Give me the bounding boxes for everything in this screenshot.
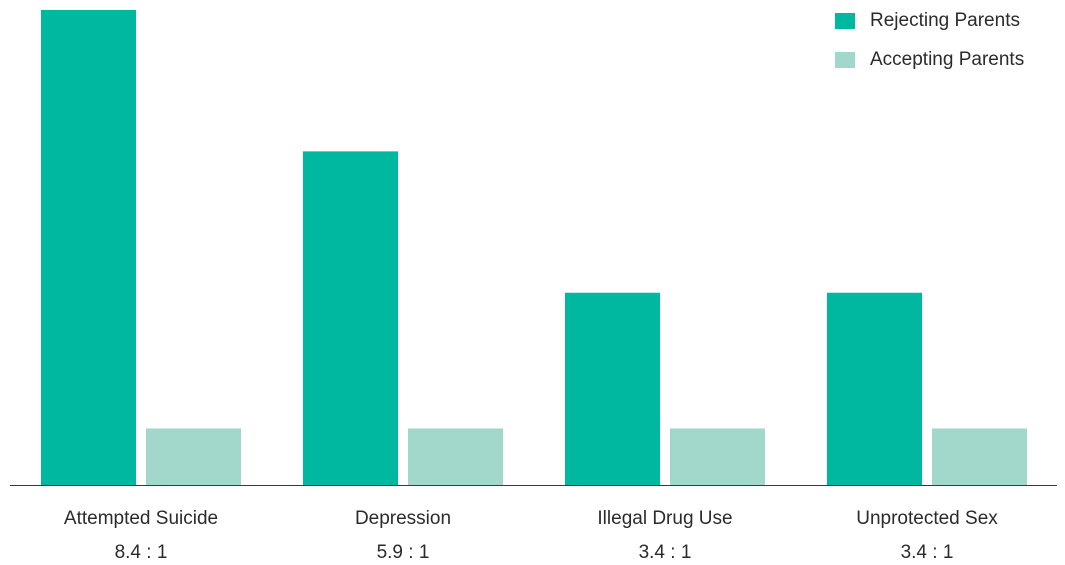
category-label: Illegal Drug Use [597, 508, 732, 529]
category-label: Depression [355, 508, 451, 529]
bar-rejecting-0 [41, 10, 136, 485]
category-label: Attempted Suicide [64, 508, 218, 529]
bar-rejecting-1 [303, 151, 398, 485]
bar-accepting-0 [146, 428, 241, 485]
ratio-label: 5.9 : 1 [377, 542, 430, 563]
bar-rejecting-3 [827, 292, 922, 485]
bar-accepting-3 [932, 428, 1027, 485]
ratio-label: 3.4 : 1 [639, 542, 692, 563]
ratio-label: 3.4 : 1 [901, 542, 954, 563]
legend-item-rejecting: Rejecting Parents [835, 10, 1024, 32]
category-label: Unprotected Sex [856, 508, 998, 529]
legend-item-accepting: Accepting Parents [835, 49, 1024, 71]
legend-swatch-rejecting [835, 13, 855, 29]
bar-accepting-1 [408, 428, 503, 485]
legend-label-rejecting: Rejecting Parents [870, 10, 1020, 31]
ratio-label: 8.4 : 1 [115, 542, 168, 563]
bar-rejecting-2 [565, 292, 660, 485]
legend-label-accepting: Accepting Parents [870, 49, 1025, 70]
bar-accepting-2 [670, 428, 765, 485]
legend: Rejecting Parents Accepting Parents [835, 10, 1024, 88]
legend-swatch-accepting [835, 52, 855, 68]
